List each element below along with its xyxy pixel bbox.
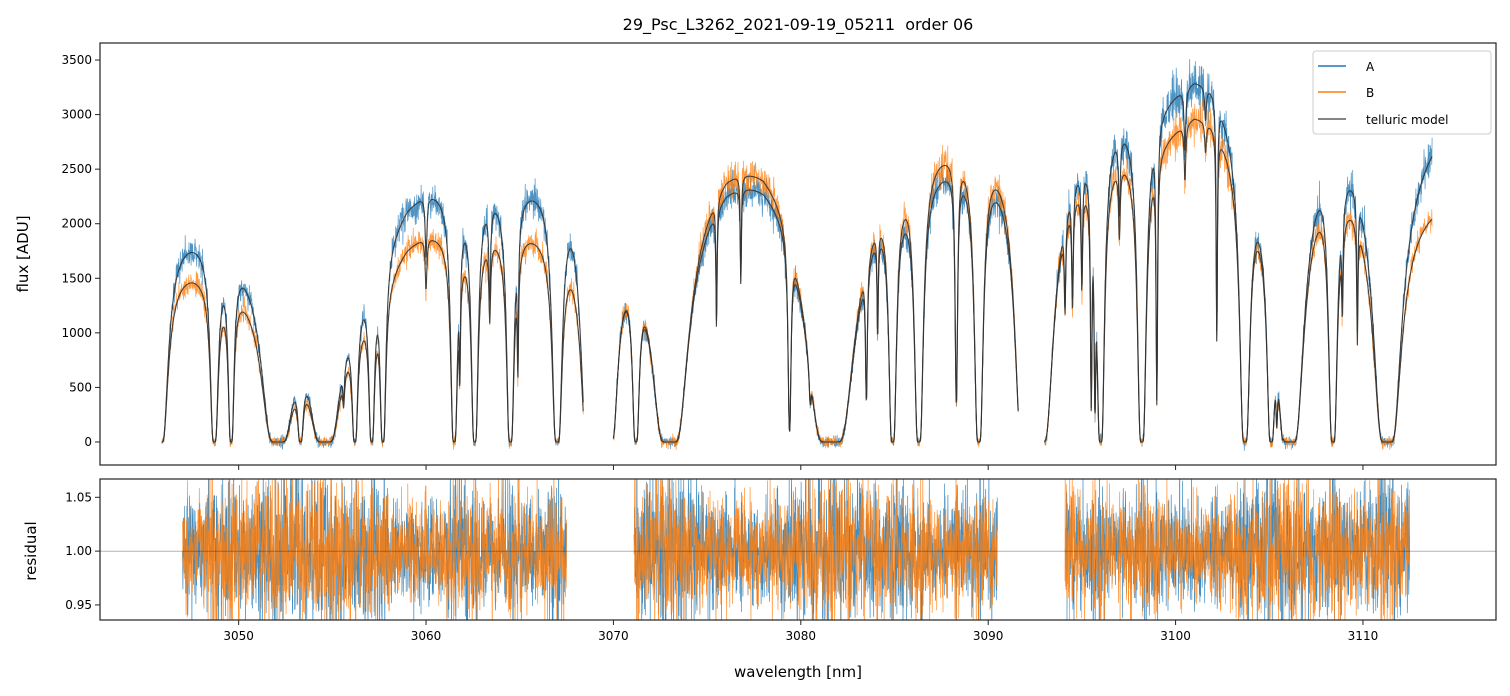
x-tick-label: 3090 xyxy=(973,629,1004,643)
y-tick-label: 3000 xyxy=(61,108,92,122)
y-tick-label: 0 xyxy=(84,435,92,449)
telluric-model-b-line xyxy=(161,118,1433,443)
y-tick-label: 1500 xyxy=(61,271,92,285)
y-tick-label: 1.05 xyxy=(65,490,92,504)
y-tick-label: 1.00 xyxy=(65,544,92,558)
spectrum-plot-area: 0 500 1000 1500 2000 2500 3000 3500 xyxy=(61,42,1497,470)
y-axis-label-flux: flux [ADU] xyxy=(14,215,32,292)
spectrum-axes-frame xyxy=(99,42,1497,466)
residual-axes-frame xyxy=(99,478,1497,621)
residual-plot-area: 0.95 1.00 1.05 3050 3060 3070 3080 3090 3100 3110 xyxy=(65,478,1497,643)
legend-box xyxy=(1312,50,1492,135)
x-tick-label: 3080 xyxy=(786,629,817,643)
y-tick-label: 1000 xyxy=(61,326,92,340)
x-tick-label: 3110 xyxy=(1348,629,1379,643)
legend-label-a: A xyxy=(1366,60,1375,74)
y-tick-label: 3500 xyxy=(61,53,92,67)
y-tick-label: 0.95 xyxy=(65,598,92,612)
x-tick-label: 3070 xyxy=(598,629,629,643)
x-tick-label: 3100 xyxy=(1160,629,1191,643)
x-axis-label: wavelength [nm] xyxy=(734,663,862,681)
legend: A B telluric model xyxy=(1312,50,1492,135)
y-axis-label-residual: residual xyxy=(22,521,40,580)
x-tick-label: 3060 xyxy=(411,629,442,643)
legend-label-model: telluric model xyxy=(1366,113,1448,127)
y-tick-label: 2500 xyxy=(61,162,92,176)
x-tick-label: 3050 xyxy=(223,629,254,643)
y-tick-label: 2000 xyxy=(61,217,92,231)
residual-b-line xyxy=(182,479,1411,620)
y-tick-label: 500 xyxy=(69,380,92,394)
legend-label-b: B xyxy=(1366,86,1374,100)
chart-title: 29_Psc_L3262_2021-09-19_05211 order 06 xyxy=(623,15,974,35)
